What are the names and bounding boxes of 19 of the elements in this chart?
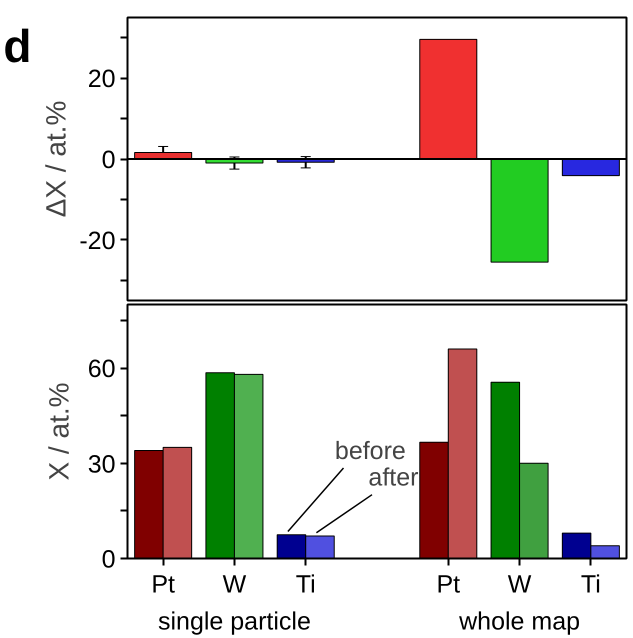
- y-tick-label: 30: [88, 450, 116, 478]
- x-tick-label: Pt: [151, 570, 176, 598]
- y-tick-label: -20: [79, 226, 116, 255]
- y-tick-label: 0: [102, 146, 116, 174]
- x-tick-label: Ti: [580, 570, 601, 598]
- text: whole map: [458, 608, 580, 636]
- y-tick-label: 20: [88, 65, 116, 94]
- text: d: [3, 20, 32, 72]
- text: single particle: [158, 608, 311, 636]
- x-tick-label: W: [222, 570, 247, 598]
- y-tick-label: 0: [102, 546, 116, 574]
- x-tick-label: Pt: [436, 570, 460, 598]
- y-axis-title: ΔX / at.%: [40, 100, 72, 218]
- series-label: after: [368, 464, 418, 492]
- x-tick-label: Ti: [296, 570, 316, 598]
- x-tick-label: W: [508, 570, 532, 598]
- series-label: before: [334, 436, 406, 465]
- y-tick-label: 60: [88, 355, 116, 383]
- y-axis-title: X / at.%: [44, 382, 75, 481]
